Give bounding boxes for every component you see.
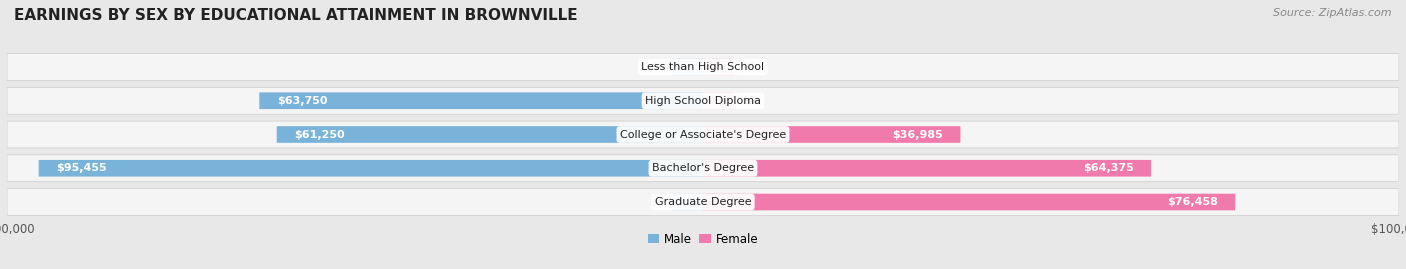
Text: EARNINGS BY SEX BY EDUCATIONAL ATTAINMENT IN BROWNVILLE: EARNINGS BY SEX BY EDUCATIONAL ATTAINMEN… bbox=[14, 8, 578, 23]
Text: $0: $0 bbox=[741, 96, 755, 106]
Text: College or Associate's Degree: College or Associate's Degree bbox=[620, 129, 786, 140]
Text: Less than High School: Less than High School bbox=[641, 62, 765, 72]
FancyBboxPatch shape bbox=[7, 87, 1399, 114]
FancyBboxPatch shape bbox=[703, 160, 1152, 176]
Text: $64,375: $64,375 bbox=[1083, 163, 1133, 173]
FancyBboxPatch shape bbox=[672, 194, 703, 210]
FancyBboxPatch shape bbox=[703, 194, 1234, 210]
Text: High School Diploma: High School Diploma bbox=[645, 96, 761, 106]
FancyBboxPatch shape bbox=[7, 54, 1399, 80]
Text: Source: ZipAtlas.com: Source: ZipAtlas.com bbox=[1274, 8, 1392, 18]
Text: Bachelor's Degree: Bachelor's Degree bbox=[652, 163, 754, 173]
FancyBboxPatch shape bbox=[7, 121, 1399, 148]
Text: $95,455: $95,455 bbox=[56, 163, 107, 173]
FancyBboxPatch shape bbox=[703, 59, 734, 75]
Text: $0: $0 bbox=[651, 62, 665, 72]
FancyBboxPatch shape bbox=[277, 126, 703, 143]
Legend: Male, Female: Male, Female bbox=[648, 233, 758, 246]
Text: $61,250: $61,250 bbox=[294, 129, 344, 140]
Text: Graduate Degree: Graduate Degree bbox=[655, 197, 751, 207]
Text: $0: $0 bbox=[741, 62, 755, 72]
FancyBboxPatch shape bbox=[259, 93, 703, 109]
Text: $36,985: $36,985 bbox=[893, 129, 943, 140]
FancyBboxPatch shape bbox=[703, 126, 960, 143]
Text: $63,750: $63,750 bbox=[277, 96, 328, 106]
Text: $0: $0 bbox=[651, 197, 665, 207]
FancyBboxPatch shape bbox=[38, 160, 703, 176]
FancyBboxPatch shape bbox=[7, 189, 1399, 215]
FancyBboxPatch shape bbox=[703, 93, 734, 109]
FancyBboxPatch shape bbox=[7, 155, 1399, 182]
Text: $76,458: $76,458 bbox=[1167, 197, 1218, 207]
FancyBboxPatch shape bbox=[672, 59, 703, 75]
